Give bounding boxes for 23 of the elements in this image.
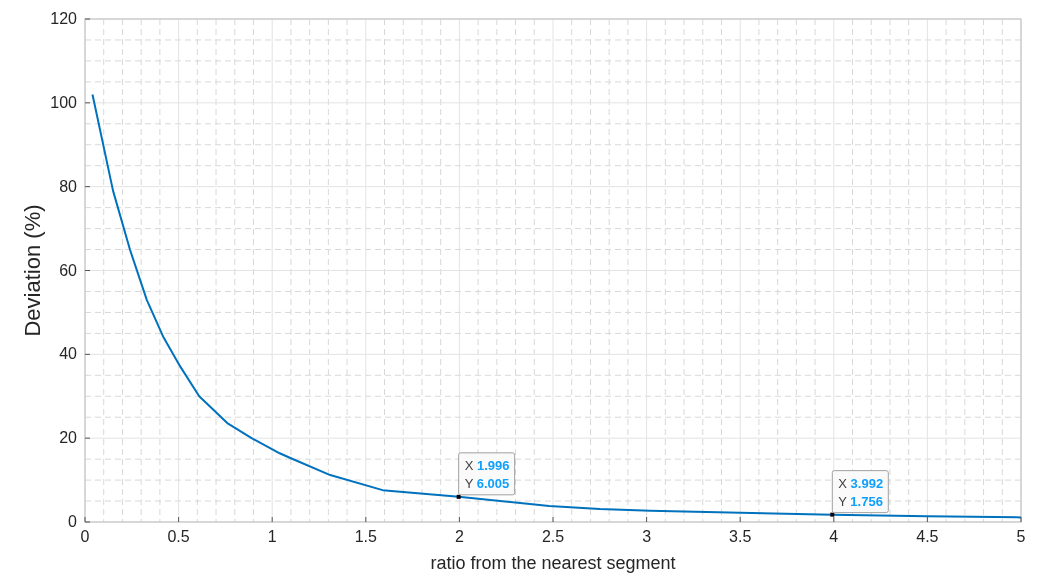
x-tick-label: 1 [267, 528, 277, 545]
x-tick-label: 5 [1016, 528, 1026, 545]
y-tick-label: 120 [50, 10, 78, 27]
y-tick-label: 80 [59, 177, 78, 195]
annotation: X 1.996 Y 6.005 [464, 457, 510, 491]
y-tick-label: 40 [59, 345, 78, 363]
x-tick-label: 2 [454, 528, 464, 545]
x-axis-title: ratio from the nearest segment [430, 553, 676, 573]
y-tick-label: 60 [59, 261, 78, 279]
y-tick-label: 0 [68, 513, 78, 530]
x-tick-label: 0.5 [167, 528, 190, 545]
x-tick-label: 4 [829, 528, 839, 545]
x-tick-label: 3 [642, 528, 652, 545]
x-tick-label: 4.5 [916, 528, 939, 545]
x-tick-label: 0 [80, 528, 90, 545]
x-tick-label: 3.5 [729, 528, 752, 545]
y-axis-title: Deviation (%) [20, 204, 45, 337]
y-tick-label: 20 [59, 429, 78, 447]
x-tick-label: 1.5 [354, 528, 378, 545]
x-tick-label: 2.5 [541, 528, 565, 545]
annotation: X 3.992 Y 1.756 [838, 475, 884, 509]
y-tick-label: 100 [50, 93, 78, 111]
line-series [91, 93, 1022, 519]
